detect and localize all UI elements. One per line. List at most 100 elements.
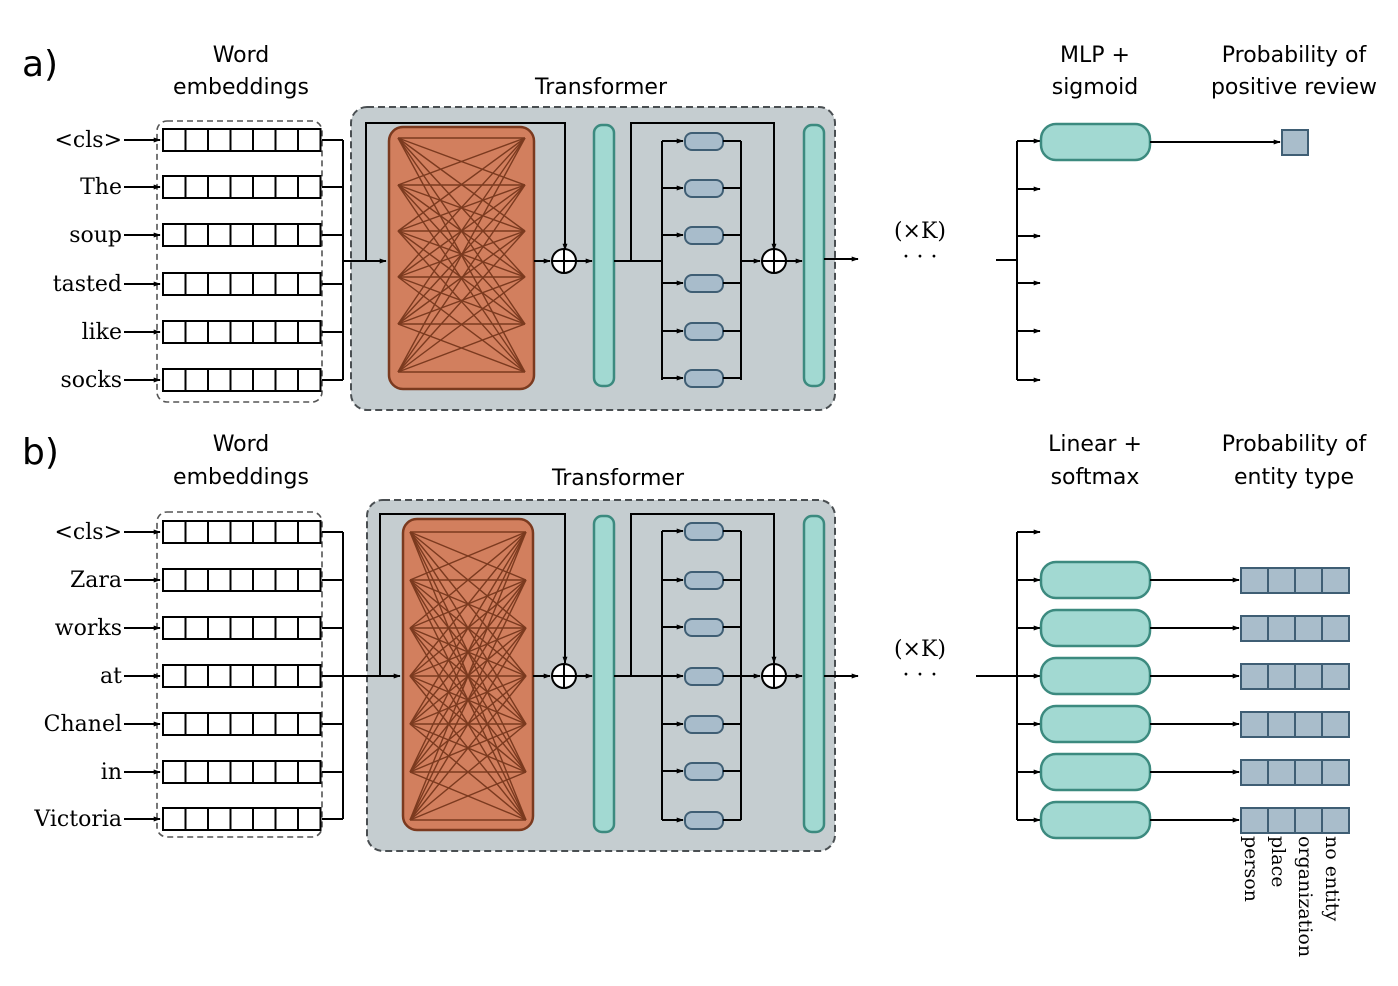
embedding-vectors — [162, 128, 322, 392]
embedding-cell — [184, 664, 209, 688]
attention-edge — [409, 627, 527, 821]
feedforward-units — [662, 522, 741, 830]
repeat-label: (×K) — [894, 637, 946, 662]
linear-softmax-head — [1039, 656, 1152, 696]
head-title-line2: sigmoid — [1052, 75, 1139, 100]
entity-probability-vector — [1240, 807, 1350, 834]
embedding-cell — [184, 272, 209, 296]
embedding-vector — [162, 368, 322, 392]
embedding-cell — [229, 320, 254, 344]
probability-cell — [1294, 615, 1323, 642]
ffn-unit — [684, 322, 724, 341]
embedding-cell — [207, 616, 232, 640]
ffn-unit — [684, 762, 724, 781]
embedding-vector — [162, 175, 322, 199]
embeddings-title-line1: Word — [213, 432, 270, 457]
token-label: works — [55, 616, 122, 641]
attention-edge — [397, 230, 526, 373]
embedding-cell — [252, 272, 277, 296]
layer-norm-1 — [592, 514, 616, 834]
embedding-cell — [207, 712, 232, 736]
embedding-cell — [229, 368, 254, 392]
probability-cell — [1267, 711, 1296, 738]
embedding-vector — [162, 568, 322, 592]
attention-edge — [397, 137, 526, 186]
probability-cell — [1240, 663, 1269, 690]
probability-cell — [1294, 711, 1323, 738]
embedding-vector — [162, 760, 322, 784]
linear-softmax-head — [1039, 608, 1152, 648]
embedding-vector — [162, 272, 322, 296]
embedding-cell — [274, 128, 299, 152]
residual-1 — [534, 248, 593, 274]
embedding-vector — [162, 128, 322, 152]
attention-edge — [409, 531, 527, 821]
entity-type-labels: person place organization no entity — [1240, 836, 1343, 957]
ffn-unit — [684, 274, 724, 293]
embedding-cell — [252, 568, 277, 592]
ffn-unit — [684, 618, 724, 637]
embedding-cell — [229, 128, 254, 152]
embedding-cell — [184, 368, 209, 392]
ffn-unit — [684, 226, 724, 245]
embedding-cell — [229, 520, 254, 544]
layer-norm-1 — [592, 123, 616, 388]
attention-edge — [397, 137, 526, 373]
ffn-unit — [684, 715, 724, 734]
embedding-cell — [297, 568, 322, 592]
attention-connections — [409, 531, 527, 821]
embedding-cell — [274, 664, 299, 688]
embedding-cell — [162, 807, 187, 831]
linear-softmax-head — [1039, 704, 1152, 744]
entity-label: no entity — [1321, 836, 1343, 922]
embedding-cell — [207, 568, 232, 592]
embedding-vector — [162, 712, 322, 736]
attention-edge — [397, 276, 526, 373]
embedding-cell — [162, 175, 187, 199]
embedding-cell — [297, 807, 322, 831]
attention-edge — [409, 723, 527, 821]
embedding-vectors — [162, 520, 322, 831]
probability-cell — [1240, 759, 1269, 786]
embedding-cell — [229, 760, 254, 784]
embeddings-title-line2: embeddings — [173, 465, 309, 490]
linear-softmax-head — [1039, 800, 1152, 840]
embedding-cell — [297, 175, 322, 199]
attention-edge — [409, 531, 527, 725]
ellipsis: · · · — [903, 245, 938, 270]
embedding-cell — [207, 272, 232, 296]
embedding-cell — [274, 520, 299, 544]
attention-edge — [409, 771, 527, 821]
embedding-cell — [297, 616, 322, 640]
embedding-cell — [184, 760, 209, 784]
embedding-cell — [274, 175, 299, 199]
attention-edge — [397, 137, 526, 325]
ffn-unit — [684, 667, 724, 686]
embedding-cell — [184, 712, 209, 736]
token-labels: <cls> Zara works at Chanel in Victoria — [33, 520, 161, 832]
attention-edge — [397, 137, 526, 232]
embedding-cell — [162, 568, 187, 592]
token-label: Victoria — [33, 807, 122, 832]
output-title-line2: positive review — [1211, 75, 1377, 100]
token-label: Chanel — [44, 712, 122, 737]
transformer-title: Transformer — [551, 466, 685, 491]
embedding-vector — [162, 807, 322, 831]
embedding-cell — [162, 616, 187, 640]
entity-probability-outputs — [1240, 567, 1350, 834]
ffn-unit — [684, 179, 724, 198]
embedding-cell — [252, 807, 277, 831]
embedding-vector — [162, 520, 322, 544]
embedding-cell — [229, 272, 254, 296]
embedding-cell — [207, 760, 232, 784]
embedding-cell — [297, 272, 322, 296]
layer-norm-2 — [802, 123, 826, 388]
probability-cell — [1321, 615, 1350, 642]
embedding-cell — [162, 520, 187, 544]
embedding-vector — [162, 664, 322, 688]
panel-a-label: a) — [22, 44, 58, 85]
probability-cell — [1294, 759, 1323, 786]
token-label: like — [82, 320, 122, 345]
feedforward-units — [662, 132, 741, 388]
embeddings-title-line2: embeddings — [173, 75, 309, 100]
